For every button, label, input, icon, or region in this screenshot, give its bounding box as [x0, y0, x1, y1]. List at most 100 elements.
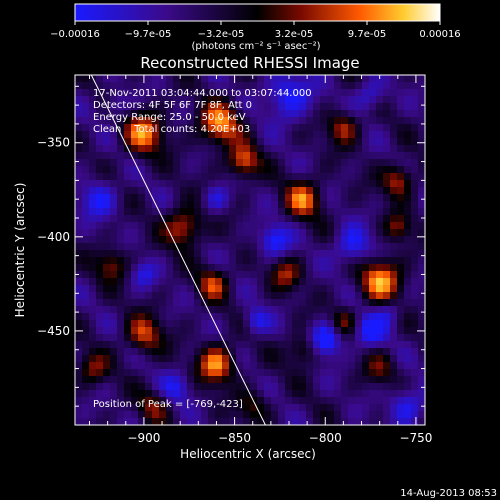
heatmap-cell [355, 271, 363, 279]
heatmap-cell [411, 159, 419, 167]
heatmap-cell [152, 376, 160, 384]
heatmap-cell [243, 250, 251, 258]
heatmap-cell [376, 110, 384, 118]
heatmap-cell [201, 320, 209, 328]
heatmap-cell [117, 201, 125, 209]
heatmap-cell [250, 236, 258, 244]
heatmap-cell [75, 201, 83, 209]
heatmap-cell [103, 229, 111, 237]
heatmap-cell [215, 222, 223, 230]
heatmap-cell [383, 215, 391, 223]
heatmap-cell [117, 369, 125, 377]
heatmap-cell [383, 187, 391, 195]
heatmap-cell [355, 376, 363, 384]
heatmap-cell [152, 194, 160, 202]
heatmap-cell [271, 152, 279, 160]
heatmap-cell [152, 159, 160, 167]
heatmap-cell [138, 110, 146, 118]
heatmap-cell [271, 411, 279, 419]
heatmap-cell [131, 117, 139, 125]
heatmap-cell [369, 341, 377, 349]
heatmap-cell [264, 250, 272, 258]
heatmap-cell [131, 369, 139, 377]
heatmap-cell [362, 208, 370, 216]
heatmap-cell [215, 264, 223, 272]
heatmap-cell [145, 411, 153, 419]
heatmap-cell [257, 250, 265, 258]
heatmap-cell [418, 194, 425, 202]
heatmap-cell [376, 250, 384, 258]
heatmap-cell [376, 383, 384, 391]
heatmap-cell [152, 306, 160, 314]
heatmap-cell [383, 376, 391, 384]
heatmap-cell [327, 236, 335, 244]
heatmap-cell [152, 250, 160, 258]
heatmap-cell [299, 369, 307, 377]
heatmap-cell [194, 271, 202, 279]
heatmap-cell [131, 341, 139, 349]
heatmap-cell [89, 383, 97, 391]
heatmap-cell [418, 138, 425, 146]
y-tick-label: −400 [37, 230, 70, 244]
heatmap-cell [411, 404, 419, 412]
heatmap-cell [278, 369, 286, 377]
heatmap-cell [299, 404, 307, 412]
heatmap-cell [285, 257, 293, 265]
heatmap-cell [222, 327, 230, 335]
heatmap-cell [320, 264, 328, 272]
heatmap-cell [257, 173, 265, 181]
heatmap-cell [89, 82, 97, 90]
heatmap-cell [117, 208, 125, 216]
heatmap-cell [376, 313, 384, 321]
heatmap-cell [173, 236, 181, 244]
heatmap-cell [334, 222, 342, 230]
heatmap-cell [341, 243, 349, 251]
heatmap-cell [201, 264, 209, 272]
heatmap-cell [187, 152, 195, 160]
heatmap-cell [138, 299, 146, 307]
heatmap-cell [89, 159, 97, 167]
heatmap-cell [194, 110, 202, 118]
heatmap-cell [180, 124, 188, 132]
heatmap-cell [103, 306, 111, 314]
heatmap-cell [369, 278, 377, 286]
heatmap-cell [236, 278, 244, 286]
heatmap-cell [110, 306, 118, 314]
heatmap-cell [327, 215, 335, 223]
heatmap-cell [362, 145, 370, 153]
heatmap-cell [173, 103, 181, 111]
heatmap-cell [159, 271, 167, 279]
heatmap-cell [138, 313, 146, 321]
heatmap-cell [334, 89, 342, 97]
heatmap-cell [292, 250, 300, 258]
heatmap-cell [320, 187, 328, 195]
heatmap-cell [117, 215, 125, 223]
heatmap-cell [166, 320, 174, 328]
heatmap-cell [138, 201, 146, 209]
heatmap-cell [222, 320, 230, 328]
heatmap-cell [299, 194, 307, 202]
heatmap-cell [250, 145, 258, 153]
heatmap-cell [411, 222, 419, 230]
heatmap-cell [390, 145, 398, 153]
heatmap-cell [145, 110, 153, 118]
heatmap-cell [299, 362, 307, 370]
heatmap-cell [390, 243, 398, 251]
heatmap-cell [173, 285, 181, 293]
heatmap-cell [187, 299, 195, 307]
heatmap-cell [243, 194, 251, 202]
heatmap-cell [271, 103, 279, 111]
heatmap-cell [208, 390, 216, 398]
heatmap-cell [215, 250, 223, 258]
heatmap-cell [348, 411, 356, 419]
heatmap-cell [194, 159, 202, 167]
heatmap-cell [292, 152, 300, 160]
heatmap-cell [166, 271, 174, 279]
heatmap-cell [369, 418, 377, 425]
heatmap-cell [334, 390, 342, 398]
heatmap-cell [383, 138, 391, 146]
heatmap-cell [369, 334, 377, 342]
heatmap-cell [89, 355, 97, 363]
heatmap-cell [348, 96, 356, 104]
heatmap-cell [96, 180, 104, 188]
